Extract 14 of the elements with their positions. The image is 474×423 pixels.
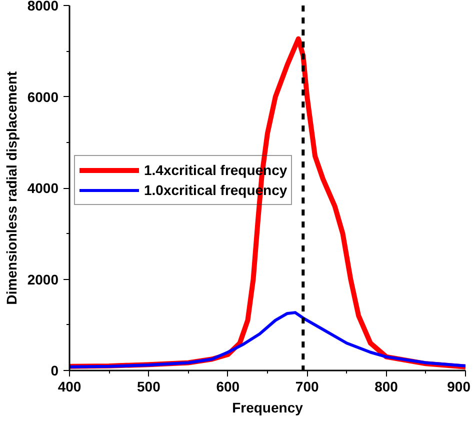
x-tick-label: 500 [137, 378, 161, 394]
y-axis-title: Dimensionless radial displacement [3, 70, 20, 305]
y-tick-label: 4000 [27, 180, 59, 196]
x-tick-label: 900 [447, 378, 471, 394]
x-tick-label: 400 [58, 378, 82, 394]
y-tick-label: 2000 [27, 271, 59, 288]
x-tick-label: 700 [295, 378, 319, 394]
y-tick-label: 6000 [27, 88, 59, 105]
y-tick-label: 8000 [27, 0, 59, 14]
y-tick-label: 0 [50, 362, 59, 378]
x-tick-label: 800 [374, 378, 398, 394]
line-series [70, 311, 466, 368]
x-axis-title: Frequency [232, 400, 304, 416]
x-tick-label: 600 [216, 378, 240, 394]
